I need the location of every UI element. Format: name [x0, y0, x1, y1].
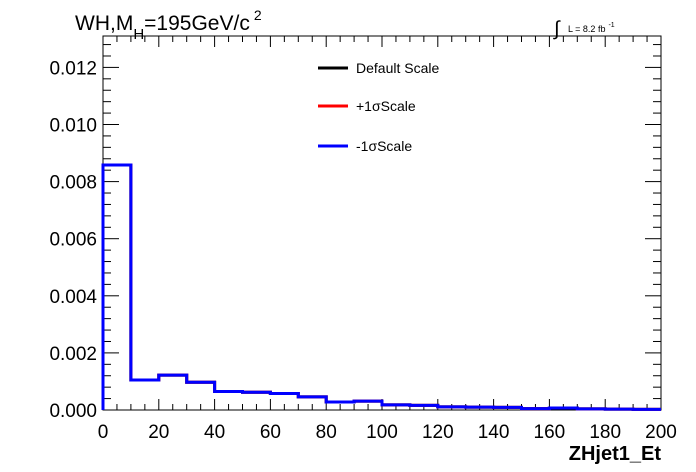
x-tick-label: 20 [148, 422, 169, 443]
lumi-integral-sign: ∫ [553, 18, 561, 40]
legend-label-minus: -1σScale [356, 138, 412, 154]
x-axis-ticks: 0 20 40 60 80 100 120 140 160 180 200 [98, 36, 677, 443]
x-tick-label: 40 [204, 422, 225, 443]
series-line-0 [101, 163, 661, 411]
x-axis-title: ZHjet1_Et [569, 443, 662, 465]
y-tick-label: 0.008 [49, 173, 97, 194]
y-tick-label: 0.006 [49, 230, 97, 251]
plot-title: WH,MH=195GeV/c 2 [75, 7, 262, 43]
series-layer [101, 163, 661, 411]
y-tick-label: 0.000 [49, 401, 97, 422]
x-tick-label: 80 [316, 422, 337, 443]
x-tick-label: 0 [98, 422, 109, 443]
x-tick-label: 140 [478, 422, 510, 443]
y-tick-label: 0.012 [49, 58, 97, 79]
series-line-1 [101, 163, 661, 411]
lumi-text: L = 8.2 fb [568, 24, 605, 34]
legend-label-plus: +1σScale [356, 98, 416, 114]
series-line-2 [101, 163, 661, 411]
y-tick-label: 0.010 [49, 116, 97, 137]
x-tick-label: 60 [260, 422, 281, 443]
x-tick-label: 100 [366, 422, 398, 443]
y-axis-ticks: 0.000 0.002 0.004 0.006 0.008 0.010 0.012 [49, 44, 661, 422]
x-tick-label: 120 [422, 422, 454, 443]
title-rest: =195GeV/c [144, 12, 250, 35]
x-tick-label: 160 [534, 422, 566, 443]
x-tick-label: 180 [589, 422, 621, 443]
legend-label-default: Default Scale [356, 60, 439, 76]
y-tick-label: 0.004 [49, 287, 97, 308]
legend: Default Scale +1σScale -1σScale [318, 60, 439, 154]
lumi-label: L = 8.2 fb -1 [568, 22, 615, 34]
y-tick-label: 0.002 [49, 344, 97, 365]
plot-frame [102, 35, 662, 411]
title-superscript: 2 [254, 7, 262, 23]
lumi-exponent: -1 [608, 22, 614, 29]
x-tick-label: 200 [645, 422, 677, 443]
title-main: WH,M [75, 12, 133, 35]
title-subscript: H [133, 26, 144, 43]
